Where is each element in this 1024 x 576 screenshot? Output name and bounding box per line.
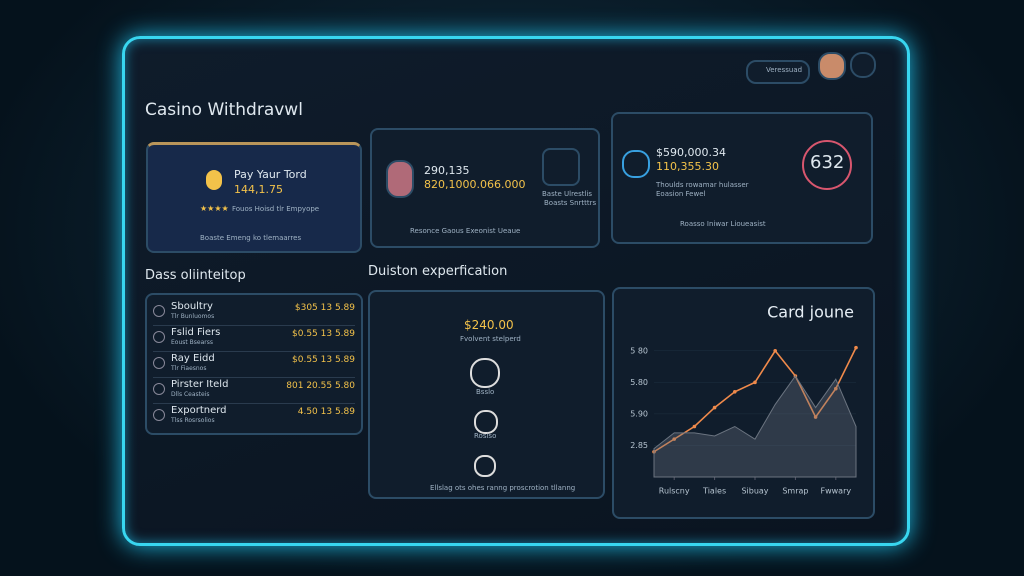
- row-icon: [153, 383, 165, 395]
- point: [712, 405, 717, 410]
- step-icon: [474, 455, 496, 477]
- row-icon: [153, 357, 165, 369]
- verification-amount: $240.00: [464, 318, 514, 332]
- x-tick-label: Fwwary: [820, 487, 851, 496]
- row-sub: Eoust Bsearss: [171, 339, 213, 346]
- shield-icon: [622, 150, 650, 178]
- verification-sub: Fvolvent stelperd: [460, 335, 521, 343]
- card-title: 290,135: [424, 164, 470, 177]
- card-footer: Boaste Emeng ko tlemaarres: [200, 234, 302, 242]
- point: [813, 415, 818, 419]
- x-tick-label: Sibuay: [741, 487, 768, 496]
- row-icon: [153, 409, 165, 421]
- point: [854, 345, 858, 350]
- row-icon: [153, 305, 165, 317]
- row-name: Fslid Fiers: [171, 327, 221, 338]
- avatar: [386, 160, 414, 198]
- y-tick-label: 2.85: [630, 441, 648, 450]
- row-divider: [153, 377, 355, 378]
- point: [773, 348, 777, 353]
- search-box[interactable]: [746, 60, 810, 84]
- y-tick-label: 5 80: [630, 346, 648, 355]
- verification-panel: [368, 290, 605, 499]
- card-note: Thoulds rowamar hulasser: [656, 181, 749, 189]
- row-divider: [153, 351, 355, 352]
- row-icon: [153, 331, 165, 343]
- card-note: Eoasion Fewel: [656, 190, 706, 198]
- badge-value: 632: [810, 152, 845, 173]
- menu-button[interactable]: [850, 52, 876, 78]
- row-name: Pirster Iteld: [171, 379, 229, 390]
- card-amount: 144,1.75: [234, 183, 283, 196]
- point: [733, 390, 737, 394]
- qr-icon: [542, 148, 580, 186]
- card-footer: Resonce Gaous Exeonist Ueaue: [410, 227, 521, 235]
- x-tick-label: Rulscny: [659, 487, 690, 496]
- card-amount: 820,1000.066.000: [424, 178, 526, 191]
- x-tick-label: Smrap: [782, 487, 808, 496]
- row-sub: Dlls Ceasteis: [171, 391, 210, 398]
- section-title: Dass oliinteitop: [145, 268, 246, 283]
- card-note: Fouos Hoisd tlr Empyope: [232, 205, 320, 213]
- withdrawal-list: Sboultry Tlr Bunluomos $305 13 5.89 Fslid F…: [145, 293, 363, 435]
- point: [672, 437, 676, 441]
- row-name: Sboultry: [171, 301, 213, 312]
- row-amount: $0.55 13 5.89: [292, 355, 355, 365]
- y-tick-label: 5.80: [630, 378, 648, 387]
- y-tick-label: 5.90: [630, 409, 648, 418]
- badge-ring: [802, 140, 852, 190]
- card-note: Boasts Snrtttrs: [544, 199, 597, 207]
- step-icon: [474, 410, 498, 434]
- step-icon: [470, 358, 500, 388]
- row-amount: $305 13 5.89: [294, 303, 355, 313]
- row-sub: Tlr Bunluomos: [171, 313, 215, 320]
- row-name: Exportnerd: [171, 405, 227, 416]
- card-footer: Roasso Iniwar Lioueasist: [680, 220, 766, 228]
- page-title: Casino Withdravwl: [145, 100, 303, 120]
- card-title: $590,000.34: [656, 146, 726, 159]
- row-sub: Tlr Fiaesnos: [171, 365, 207, 372]
- card-title: Pay Yaur Tord: [234, 168, 307, 181]
- rating: ★★★★: [200, 204, 229, 213]
- row-amount: 801 20.55 5.80: [286, 381, 355, 391]
- chart-panel: [612, 287, 875, 519]
- row-divider: [153, 403, 355, 404]
- row-divider: [153, 325, 355, 326]
- step-label: Bsslo: [476, 388, 495, 396]
- point: [692, 424, 697, 429]
- point: [753, 380, 757, 385]
- avatar[interactable]: [818, 52, 846, 80]
- verification-footer: Ellslag ots ohes ranng proscrotion tllan…: [430, 484, 576, 492]
- section-title: Duiston experfication: [368, 264, 508, 279]
- chart-title: Card joune: [767, 303, 854, 322]
- point: [834, 386, 838, 391]
- chart: Card joune 2.85 5.90 5.80 5 80 Rulscny Tiales…: [630, 303, 858, 496]
- card-note: Baste Ulrestlis: [542, 190, 593, 198]
- step-label: Rosiso: [474, 432, 497, 440]
- card-amount: 110,355.30: [656, 160, 719, 173]
- search-placeholder: Veressuad: [766, 66, 803, 74]
- row-amount: 4.50 13 5.89: [297, 407, 355, 417]
- row-name: Ray Eidd: [171, 353, 215, 364]
- card: [146, 142, 362, 253]
- card-icon: [206, 170, 222, 190]
- area: [653, 375, 857, 478]
- row-sub: Tlss Rosrsolios: [171, 417, 215, 424]
- row-amount: $0.55 13 5.89: [292, 329, 355, 339]
- x-tick-label: Tiales: [702, 487, 726, 496]
